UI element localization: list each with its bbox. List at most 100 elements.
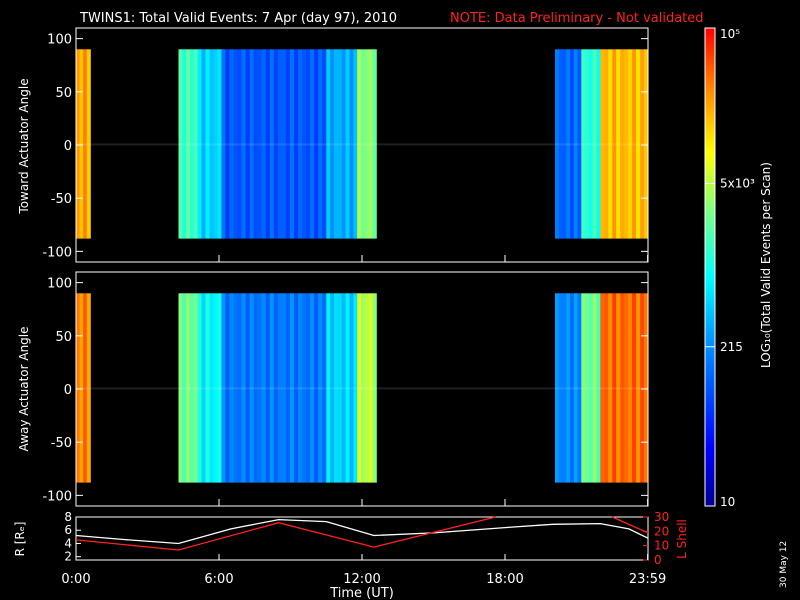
toward-cell — [330, 49, 335, 239]
away-cell — [345, 293, 350, 483]
toward-cell — [357, 49, 362, 239]
away-cell — [83, 293, 88, 483]
orbit-series-line — [75, 516, 496, 551]
toward-y-axis-label: Toward Actuator Angle — [17, 78, 31, 214]
toward-cell — [302, 49, 307, 239]
colorbar-tick-label: 10⁵ — [720, 27, 740, 41]
toward-cell — [640, 49, 645, 239]
away-cell — [201, 293, 206, 483]
colorbar-tick-label: 10 — [720, 495, 735, 509]
r-tick-label: 4 — [64, 536, 72, 550]
toward-cell — [596, 49, 601, 239]
away-zero-band — [76, 387, 648, 390]
orbit-lines — [75, 516, 649, 551]
toward-cell — [644, 49, 649, 239]
toward-y-tick-label: -100 — [42, 245, 72, 260]
toward-cell — [353, 49, 358, 239]
toward-cell — [76, 49, 81, 239]
toward-cell — [318, 49, 323, 239]
away-cell — [306, 293, 311, 483]
away-cell — [600, 293, 605, 483]
l-shell-tick-label: 30 — [654, 510, 669, 524]
away-cell — [294, 293, 299, 483]
toward-cell — [585, 49, 590, 239]
x-tick-label: 23:59 — [629, 572, 666, 587]
away-cell — [592, 293, 597, 483]
away-cell — [555, 293, 560, 483]
toward-cell — [577, 49, 582, 239]
away-cell — [269, 293, 275, 483]
away-cell — [573, 293, 578, 483]
away-cell — [341, 293, 347, 483]
toward-cell — [281, 49, 287, 239]
toward-cell — [241, 49, 246, 239]
colorbar-ticks: 10⁵ 5x10³ 215 10 — [705, 27, 755, 509]
toward-cell — [197, 49, 203, 239]
figure-title: TWINS1: Total Valid Events: 7 Apr (day 9… — [79, 11, 397, 26]
away-cell — [570, 293, 575, 483]
toward-cell — [217, 49, 222, 239]
away-cell — [640, 293, 645, 483]
away-cell — [197, 293, 203, 483]
toward-cell — [592, 49, 597, 239]
toward-cell — [233, 49, 238, 239]
away-cell — [277, 293, 283, 483]
toward-cell — [632, 49, 637, 239]
away-cell — [368, 293, 373, 483]
toward-cell — [178, 49, 183, 239]
toward-cell — [182, 49, 187, 239]
toward-cell — [372, 49, 377, 239]
toward-cell — [221, 49, 226, 239]
away-cell — [353, 293, 358, 483]
toward-cell — [600, 49, 605, 239]
toward-cell — [368, 49, 373, 239]
toward-cell — [289, 49, 295, 239]
away-cell — [298, 293, 303, 483]
toward-cell — [624, 49, 629, 239]
toward-cell — [337, 49, 343, 239]
r-tick-label: 8 — [64, 510, 72, 524]
colorbar-tick-label: 5x10³ — [720, 176, 755, 190]
toward-cell — [261, 49, 267, 239]
away-cell — [588, 293, 594, 483]
toward-cell — [314, 49, 319, 239]
toward-cell — [573, 49, 578, 239]
toward-cell — [253, 49, 259, 239]
toward-cell — [294, 49, 299, 239]
orbit-series-line — [75, 518, 649, 545]
toward-heatmap-cells — [76, 49, 649, 239]
toward-cell — [237, 49, 242, 239]
toward-cell — [628, 49, 633, 239]
toward-cell — [604, 49, 609, 239]
toward-cell — [616, 49, 621, 239]
toward-cell — [86, 49, 91, 239]
away-cell — [357, 293, 362, 483]
away-cell — [326, 293, 331, 483]
away-cell — [612, 293, 617, 483]
toward-cell — [581, 49, 586, 239]
away-cell — [608, 293, 613, 483]
toward-cell — [189, 49, 195, 239]
toward-cell — [326, 49, 331, 239]
toward-cell — [265, 49, 271, 239]
toward-cell — [205, 49, 210, 239]
toward-y-tick-label: -50 — [51, 192, 72, 207]
away-cell — [361, 293, 366, 483]
l-shell-axis-label: L Shell — [675, 519, 689, 559]
r-tick-label: 6 — [64, 523, 72, 537]
l-shell-tick-label: 0 — [654, 553, 662, 567]
away-cell — [241, 293, 246, 483]
away-cell — [245, 293, 251, 483]
toward-cell — [558, 49, 563, 239]
away-y-tick-label: 100 — [47, 277, 72, 292]
away-cell — [604, 293, 609, 483]
toward-cell — [79, 49, 84, 239]
toward-cell — [566, 49, 571, 239]
toward-cell — [306, 49, 311, 239]
toward-cell — [213, 49, 218, 239]
l-shell-tick-label: 10 — [654, 539, 669, 553]
toward-cell — [245, 49, 251, 239]
toward-cell — [636, 49, 641, 239]
